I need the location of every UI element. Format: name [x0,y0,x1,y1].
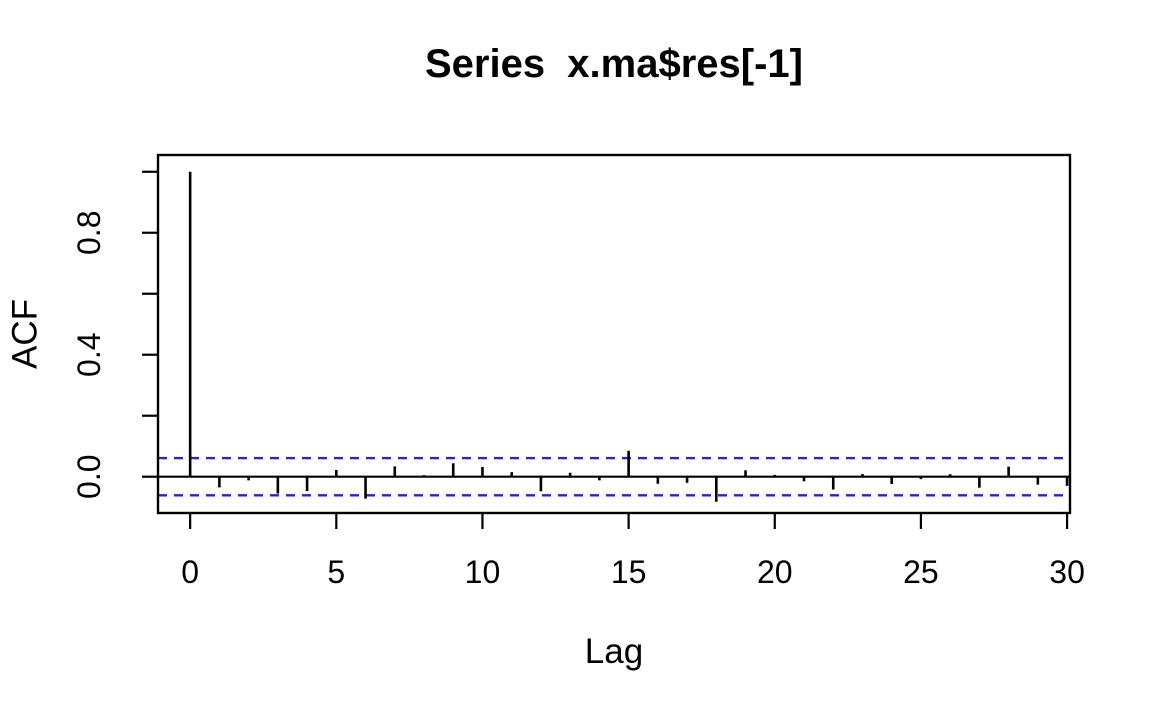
x-tick-label: 0 [181,554,199,590]
x-tick-label: 30 [1049,554,1085,590]
y-tick-label: 0.0 [71,454,107,498]
x-tick-label: 15 [611,554,647,590]
chart-title: Series x.ma$res[-1] [424,42,803,86]
x-tick-label: 20 [757,554,793,590]
plot-border [156,153,1072,515]
x-tick-label: 10 [465,554,501,590]
y-axis-label: ACF [5,299,45,369]
x-tick-label: 25 [903,554,939,590]
x-tick-label: 5 [327,554,345,590]
y-tick-label: 0.4 [71,332,107,376]
y-tick-label: 0.8 [71,211,107,255]
x-axis-label: Lag [584,632,644,671]
